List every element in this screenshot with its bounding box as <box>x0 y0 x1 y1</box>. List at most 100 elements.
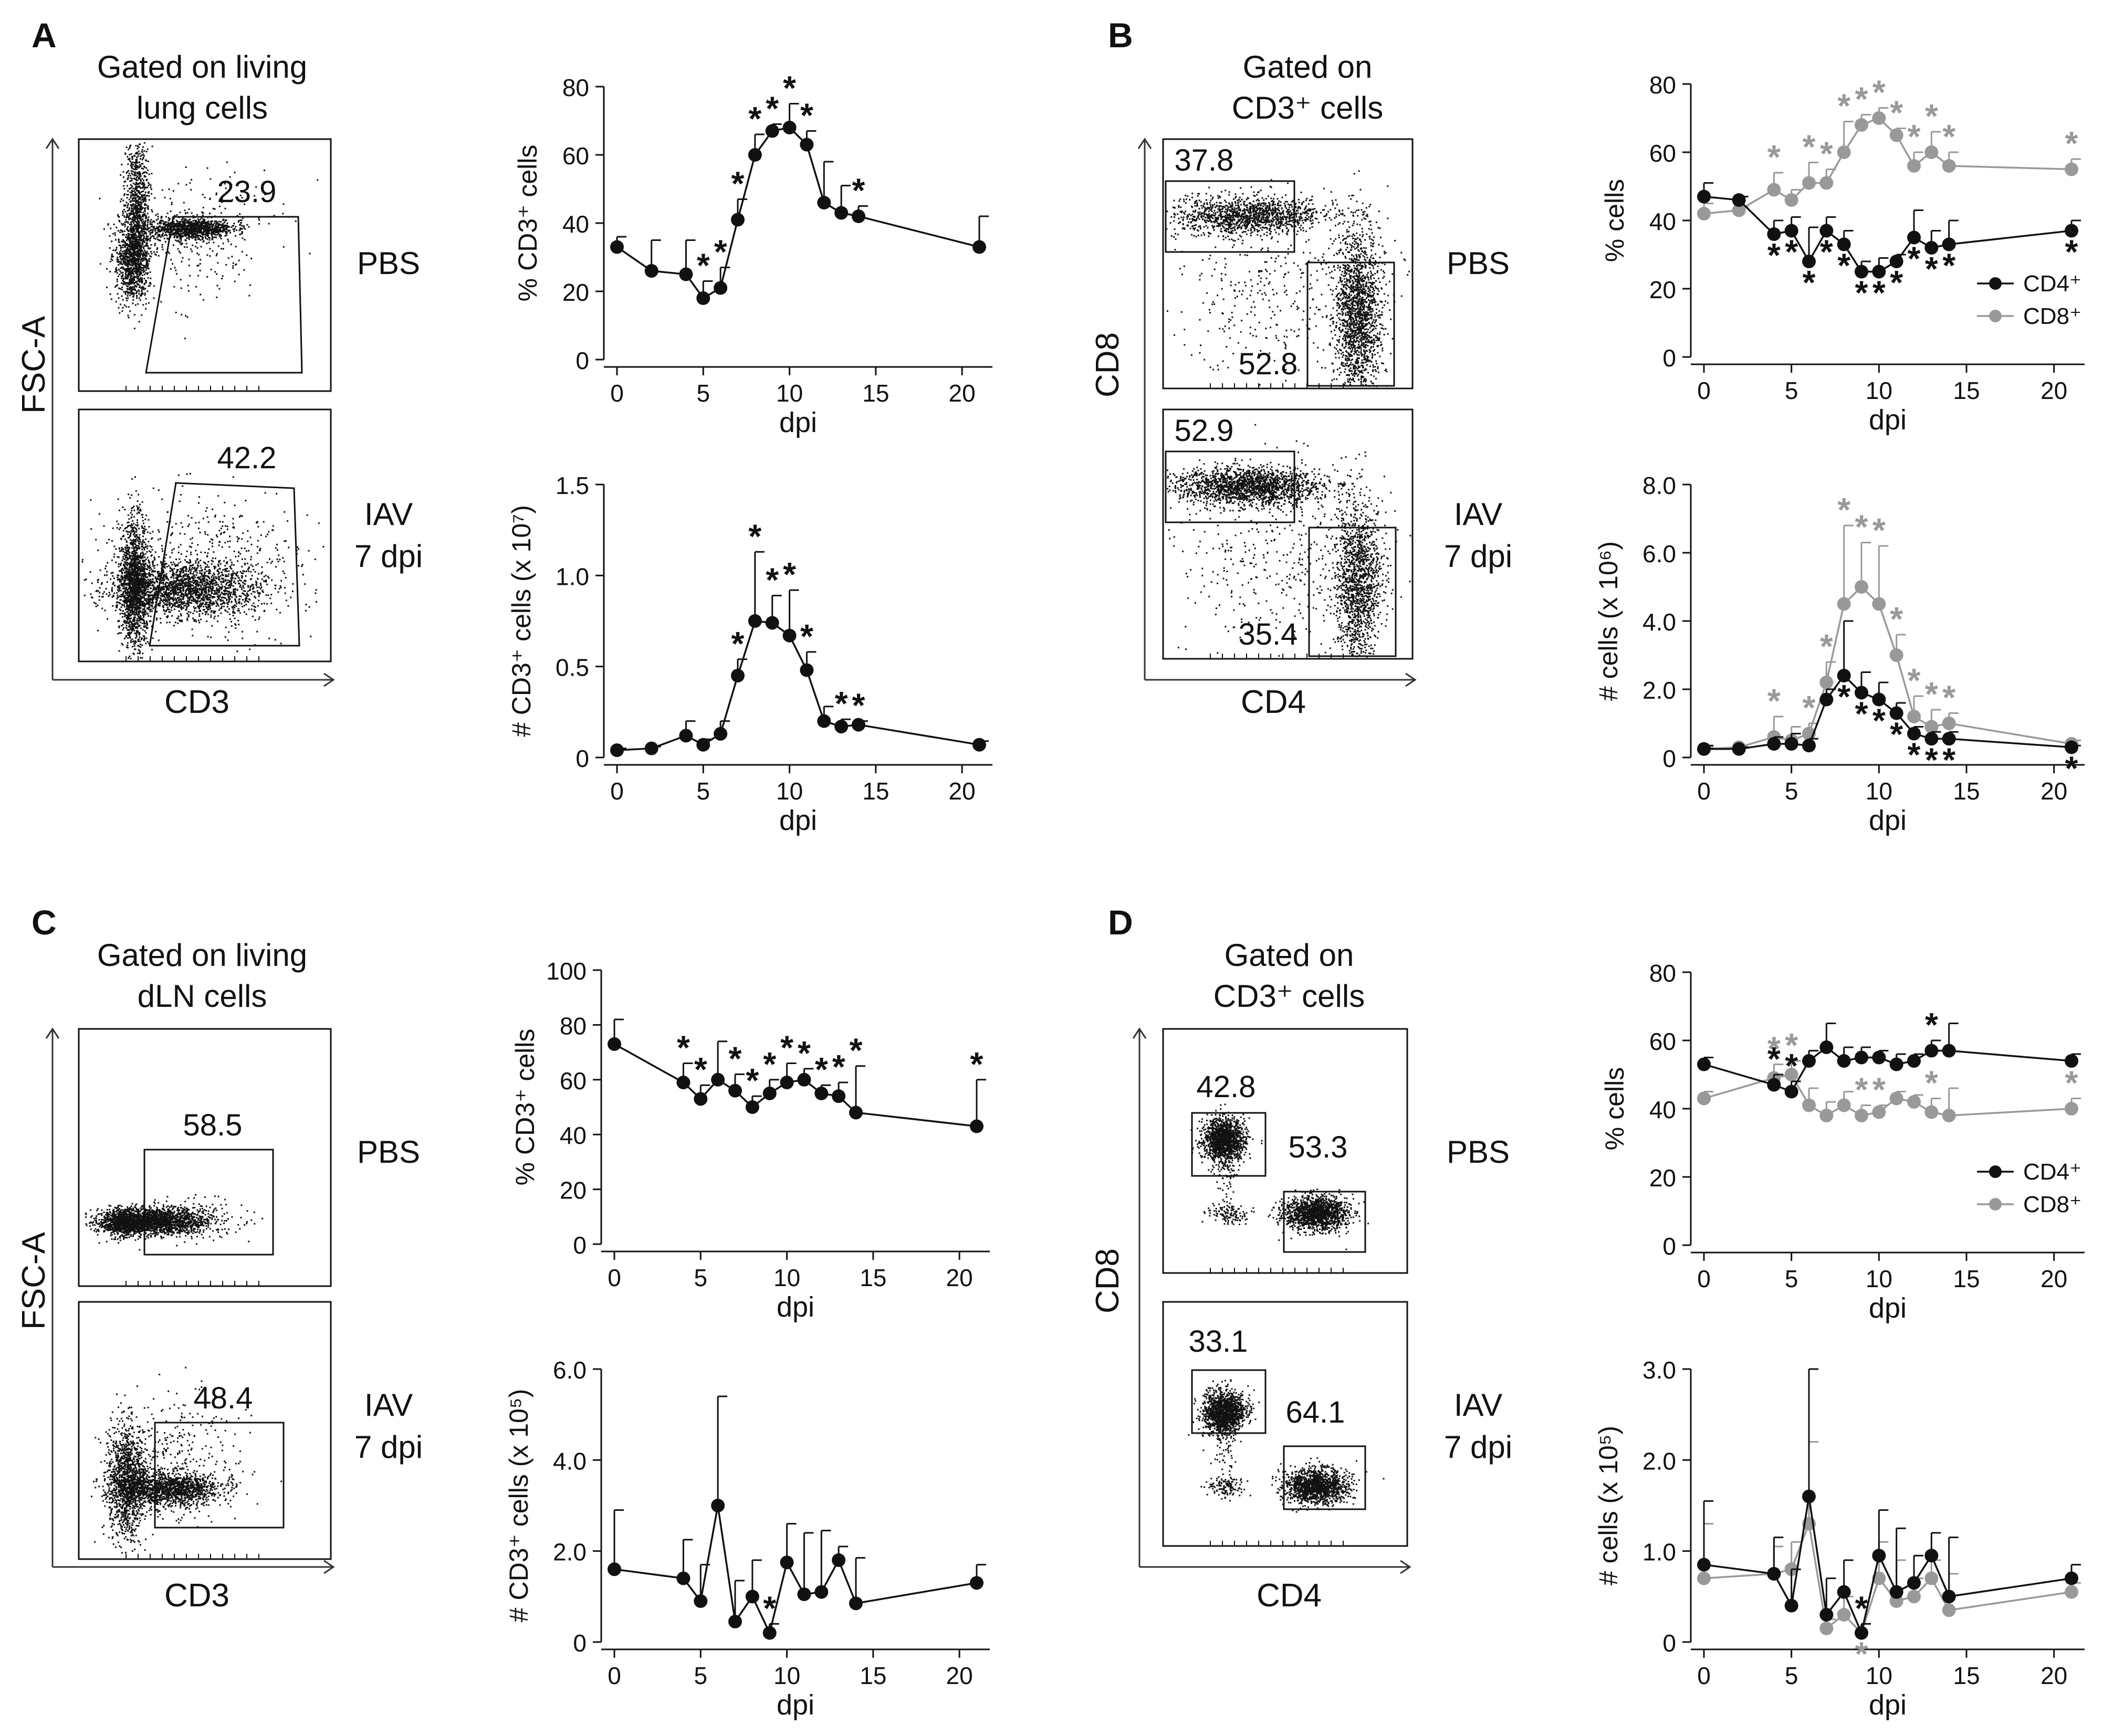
data-point <box>782 121 797 134</box>
x-tick-label: 15 <box>860 1662 886 1689</box>
series-line <box>1703 1496 2072 1636</box>
data-point <box>1802 739 1816 753</box>
gate-rect <box>1191 1112 1267 1177</box>
x-axis-label: dpi <box>1869 1292 1907 1324</box>
data-point <box>610 743 624 757</box>
x-tick-label: 10 <box>1866 777 1892 805</box>
data-point <box>970 1576 984 1590</box>
data-point <box>1924 720 1939 734</box>
gate-value: 48.4 <box>194 1381 253 1415</box>
x-tick-label: 5 <box>1785 1662 1798 1689</box>
data-point <box>1784 1068 1798 1081</box>
significance-star: * <box>1855 80 1868 118</box>
x-tick-label: 10 <box>1866 1265 1892 1292</box>
data-point <box>714 281 728 295</box>
significance-star: * <box>835 685 848 722</box>
x-axis-label: dpi <box>777 1291 814 1323</box>
flow-plot-box <box>1162 1301 1408 1547</box>
x-tick-label: 5 <box>696 380 710 407</box>
flow-D-dots-iav <box>1188 1379 1385 1513</box>
data-point <box>1802 176 1816 190</box>
significance-star: * <box>1837 678 1850 716</box>
scatter-dots <box>91 1462 283 1520</box>
flow-title: Gated on <box>1225 938 1354 973</box>
data-point <box>1907 1095 1921 1109</box>
series-black: * *** ** * ** * * * <box>1697 182 2081 312</box>
significance-star: * <box>763 1045 776 1083</box>
series-line <box>614 1043 977 1128</box>
data-point <box>800 138 814 152</box>
significance-star: * <box>1908 661 1921 699</box>
y-axis-label: # cells (x 10⁶) <box>1594 541 1623 701</box>
gate-value: 33.1 <box>1189 1324 1248 1359</box>
y-tick-label: 0 <box>573 1232 587 1259</box>
data-point <box>2065 162 2078 176</box>
condition-label: PBS <box>357 246 420 281</box>
x-tick-label: 5 <box>694 1264 707 1291</box>
data-point <box>1872 1571 1886 1585</box>
significance-star: * <box>1872 511 1886 549</box>
flow-title: CD3⁺ cells <box>1232 90 1383 125</box>
x-axis-arrow-icon <box>1400 1560 1411 1574</box>
chart-B-bottom: 0 2.0 4.0 6.0 8.0 0 5 10 15 20 dpi # cells (x 10⁶) *… <box>1594 472 2085 836</box>
x-tick-label: 5 <box>1785 1265 1798 1292</box>
series-black: *** *** * <box>610 517 989 757</box>
y-axis-label: % CD3⁺ cells <box>513 145 542 302</box>
y-tick-label: 0 <box>1662 344 1676 372</box>
flow-B-dots-pbs <box>1166 170 1410 387</box>
significance-star: * <box>763 1589 776 1627</box>
x-tick-label: 15 <box>862 380 889 407</box>
data-point <box>608 1037 621 1051</box>
condition-label: PBS <box>1447 1134 1510 1170</box>
significance-star: * <box>852 687 865 724</box>
y-tick-label: 6.0 <box>553 1356 587 1384</box>
series-black: ******** <box>1697 620 2081 787</box>
series-gray: * * ** * ***** * <box>1697 73 2081 220</box>
y-tick-label: 8.0 <box>1642 472 1676 499</box>
y-tick-label: 80 <box>1649 960 1676 987</box>
legend-marker <box>1989 310 2002 322</box>
series-black: ******** <box>610 69 989 305</box>
significance-star: * <box>780 1028 793 1066</box>
data-point <box>679 729 693 743</box>
data-point <box>1767 737 1781 751</box>
x-tick-label: 20 <box>2041 377 2067 404</box>
significance-star: * <box>746 1061 759 1099</box>
legend-label: CD4⁺ <box>2023 271 2081 297</box>
y-tick-label: 0 <box>576 347 589 374</box>
data-point <box>1889 706 1903 720</box>
gate-rect <box>1191 1369 1267 1434</box>
data-point <box>1819 676 1834 689</box>
data-point <box>1697 1091 1711 1106</box>
gate-rect <box>143 1149 274 1256</box>
significance-star: * <box>1890 264 1903 301</box>
scatter-dots <box>1323 451 1397 658</box>
gate-value: 58.5 <box>183 1108 243 1142</box>
data-point <box>728 1083 742 1098</box>
significance-star: * <box>1803 264 1816 301</box>
y-tick-label: 1.0 <box>556 563 589 590</box>
data-point <box>832 1553 846 1567</box>
gate-value: 53.3 <box>1289 1130 1348 1164</box>
significance-star: * <box>1872 702 1886 740</box>
x-tick-label: 0 <box>1697 1265 1711 1292</box>
significance-star: * <box>1767 138 1781 176</box>
y-tick-label: 40 <box>562 211 589 238</box>
scatter-dots <box>1190 1103 1263 1176</box>
data-point <box>679 267 693 281</box>
x-tick-label: 20 <box>946 1662 973 1689</box>
data-point <box>1872 1050 1886 1065</box>
significance-star: * <box>1925 250 1938 288</box>
x-tick-label: 5 <box>694 1662 707 1689</box>
chart-C-bottom: 0 2.0 4.0 6.0 0 5 10 15 20 dpi # CD3⁺ cells (x 10⁵… <box>504 1356 990 1721</box>
y-tick-label: 2.0 <box>1642 677 1676 704</box>
data-point <box>1767 227 1781 241</box>
y-tick-label: 0 <box>1662 1233 1676 1260</box>
y-axis-label: # CD3⁺ cells (x 10⁵) <box>504 1389 533 1622</box>
scatter-dots <box>113 476 167 660</box>
series-gray: * <box>1697 1441 2081 1673</box>
significance-star: * <box>1925 1064 1938 1102</box>
